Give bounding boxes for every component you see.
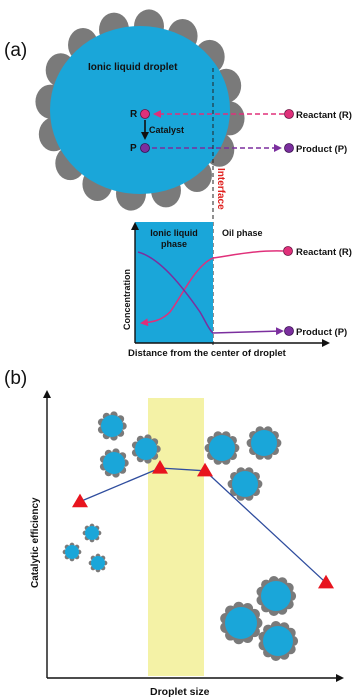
panel-b-label: (b) xyxy=(4,368,27,389)
cluster-droplet xyxy=(91,556,105,570)
reactant-conc-dot xyxy=(283,246,293,256)
conc-xlabel: Distance from the center of droplet xyxy=(128,348,287,359)
cluster-droplet xyxy=(101,415,123,437)
efficiency-markers xyxy=(72,460,334,589)
cluster-droplet xyxy=(261,581,291,611)
eff-xlabel: Droplet size xyxy=(150,686,210,697)
reactant-conc-curve xyxy=(140,250,284,327)
reactant-label: Reactant (R) xyxy=(296,110,352,121)
droplet-label: Ionic liquid droplet xyxy=(88,62,178,73)
product-dot-outer xyxy=(284,143,294,153)
droplet-cluster-illustrations xyxy=(62,411,299,661)
cluster-droplet xyxy=(209,435,235,461)
product-conc-dot xyxy=(284,326,294,336)
cluster-droplet xyxy=(225,607,257,639)
eff-ylabel: Catalytic efficiency xyxy=(30,497,41,588)
efficiency-series-line xyxy=(79,467,327,584)
p-label: P xyxy=(130,143,137,154)
cluster-droplet xyxy=(263,626,293,656)
efficiency-marker xyxy=(152,460,168,474)
ionic-phase-label-line1: Ionic liquid xyxy=(150,228,198,238)
product-conc-curve xyxy=(137,251,284,336)
interface-label: Interface xyxy=(215,168,226,210)
efficiency-marker xyxy=(318,574,334,589)
oil-phase-label: Oil phase xyxy=(222,228,263,238)
reactant-dot-inner xyxy=(140,109,150,119)
cluster-droplet xyxy=(135,438,157,460)
efficiency-marker xyxy=(197,462,213,477)
conc-product-label: Product (P) xyxy=(296,327,347,338)
r-label: R xyxy=(130,109,138,120)
product-dot-inner xyxy=(140,143,150,153)
panel-a-label: (a) xyxy=(4,40,27,61)
cluster-droplet xyxy=(232,471,258,497)
cluster-droplet xyxy=(85,526,99,540)
cluster-droplet xyxy=(103,452,125,474)
product-label: Product (P) xyxy=(296,144,347,155)
optimal-size-band xyxy=(148,398,204,676)
reactant-dot-outer xyxy=(284,109,294,119)
cluster-droplet xyxy=(251,430,277,456)
conc-ylabel: Concentration xyxy=(122,269,132,330)
ionic-phase-label-line2: phase xyxy=(161,239,187,249)
cluster-droplet xyxy=(65,545,79,559)
catalyst-label: Catalyst xyxy=(149,125,184,135)
conc-reactant-label: Reactant (R) xyxy=(296,247,352,258)
efficiency-marker xyxy=(72,493,88,508)
ionic-liquid-droplet xyxy=(50,26,230,194)
